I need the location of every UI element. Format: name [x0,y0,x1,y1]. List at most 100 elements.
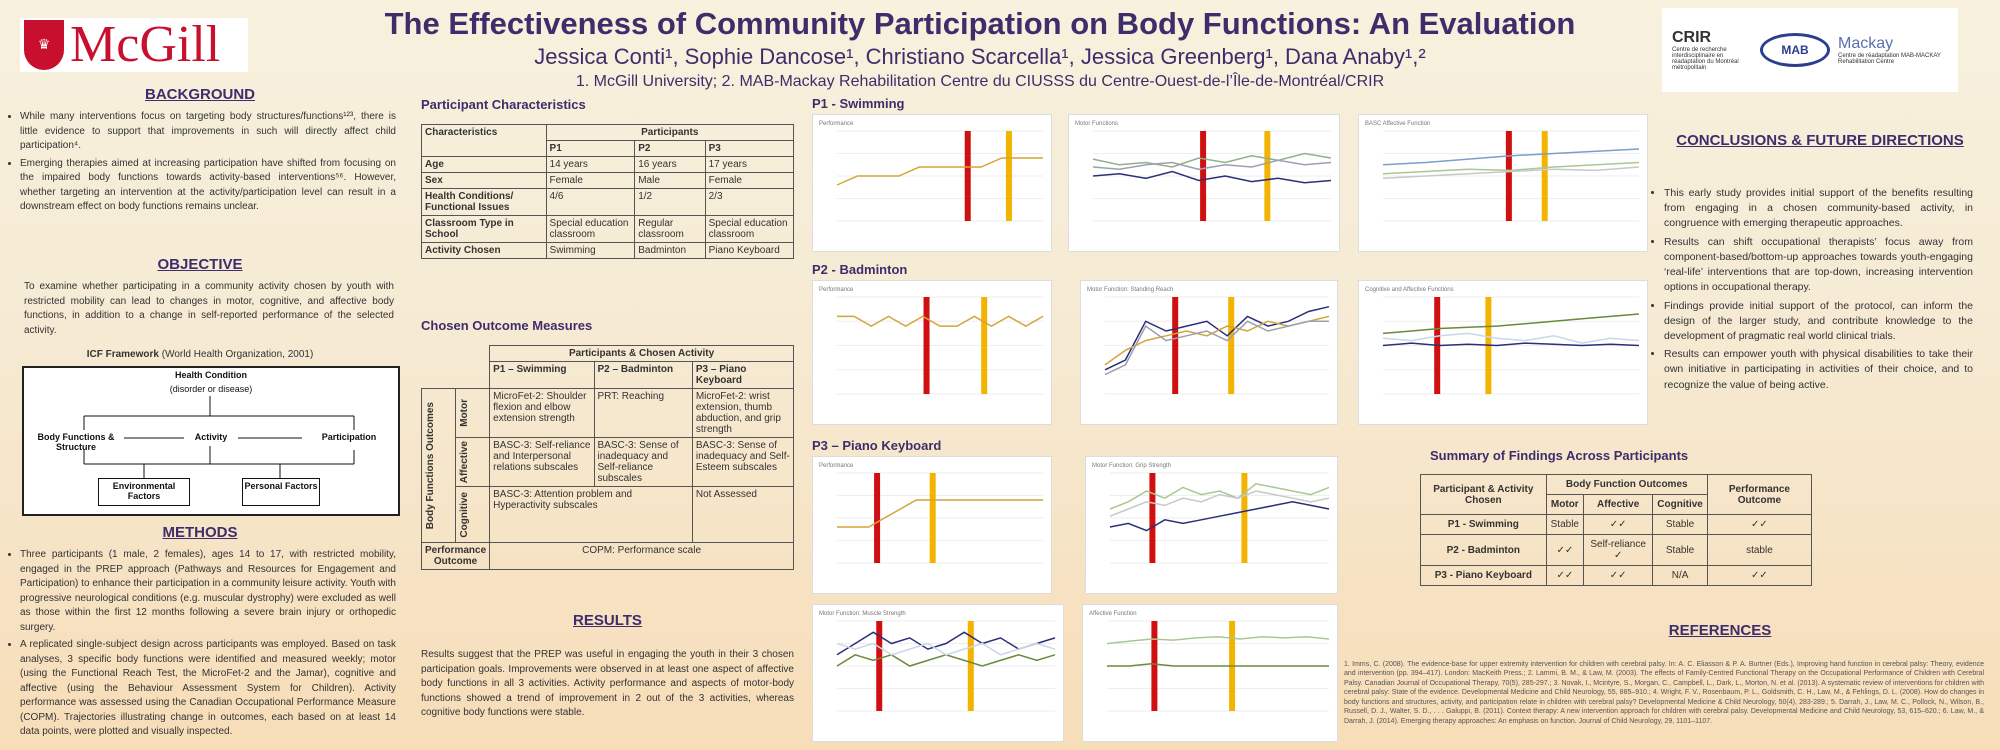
chart-c10: Affective Function [1082,604,1338,742]
table-row: Health Conditions/ Functional Issues 4/6 1… [421,188,795,216]
panel-p3-title: P3 – Piano Keyboard [812,438,942,453]
phase-band [1172,297,1179,394]
chart-c9: Motor Function: Muscle Strength [812,604,1064,742]
chart-c1: Performance [812,114,1052,252]
chart-title: Cognitive and Affective Functions [1365,287,1454,293]
participants-heading: Participant Characteristics [421,97,586,112]
series-line [1109,501,1330,532]
outcomes-heading: Chosen Outcome Measures [421,318,593,333]
table-row: P1 - Swimming Stable ✓✓ Stable ✓✓ [1420,514,1813,535]
references-heading: REFERENCES [1668,622,1772,639]
affiliations: 1. McGill University; 2. MAB-Mackay Reha… [575,73,1385,90]
chart-c8: Motor Function: Grip Strength [1085,456,1338,594]
series-line [1104,305,1330,371]
icf-caption: ICF Framework (World Health Organization… [86,349,314,360]
mab-logo: MAB [1760,33,1830,67]
series-line [836,653,1056,667]
objective-text: To examine whether participating in a co… [24,281,394,336]
background-bullet: Emerging therapies aimed at increasing p… [20,157,396,215]
chart-svg: Cognitive and Affective Functions [1365,287,1640,395]
phase-band [964,131,971,221]
series-line [836,642,1056,656]
methods-list: Three participants (1 male, 2 females), … [4,548,396,743]
participants-table: Characteristics Participants P1 P2 P3 Age 14… [421,124,795,259]
chart-title: Motor Function: Grip Strength [1092,463,1171,469]
table-row: Age 14 years 16 years 17 years [421,156,795,173]
references-text: 1. Imms, C. (2008). The evidence-base fo… [1344,661,1984,725]
conclusions-list: This early study provides initial suppor… [1648,186,1973,396]
panel-p2-title: P2 - Badminton [812,262,908,277]
chart-c4: Performance [812,280,1052,425]
chart-svg: Motor Functions [1075,121,1332,222]
icf-diagram: Health Condition (disorder or disease) B… [22,366,400,516]
background-heading: BACKGROUND [145,86,255,103]
phase-band [1241,473,1248,563]
icf-personal: Personal Factors [242,478,320,506]
phase-band [1200,131,1207,221]
objective-heading: OBJECTIVE [157,256,243,273]
crir-logo: CRIR Centre de recherche interdisciplina… [1672,29,1739,71]
series-line [1106,636,1330,645]
series-line [1104,320,1329,376]
summary-heading: Summary of Findings Across Participants [1430,448,1689,463]
panel-p1-title: P1 - Swimming [812,96,905,111]
phase-band [1005,131,1012,221]
results-text: Results suggest that the PREP was useful… [421,649,794,718]
table-row: Body Functions Outcomes Motor MicroFet-2: … [420,388,795,543]
icf-body: Body Functions & Structure [37,432,115,452]
series-line [1109,482,1330,510]
series-line [837,499,1043,528]
results-heading: RESULTS [573,612,642,629]
series-line [1092,152,1332,168]
phase-band [1228,297,1235,394]
series-line [1382,148,1640,166]
poster-title: The Effectiveness of Community Participa… [384,6,1576,41]
series-line [1092,159,1332,171]
chart-svg: Motor Function: Standing Reach [1087,287,1330,395]
outcomes-table: Participants & Chosen Activity P1 – Swim… [420,345,795,570]
chart-c2: Motor Functions [1068,114,1340,252]
phase-band [967,621,974,711]
icf-activity: Activity [194,432,228,442]
series-line [1382,342,1640,347]
chart-title: Motor Functions [1075,121,1118,127]
chart-c7: Performance [812,456,1052,594]
summary-table: Participant & Activity Chosen Body Functi… [1420,474,1813,586]
logo-text: McGill [70,16,221,73]
phase-band [929,473,936,563]
phase-band [1541,131,1548,221]
mcgill-crest-icon: ♛ [24,20,64,70]
chart-svg: BASC Affective Function [1365,121,1640,222]
chart-svg: Motor Function: Muscle Strength [819,611,1056,712]
partner-logos: CRIR Centre de recherche interdisciplina… [1662,8,1958,92]
conclusion-bullet: This early study provides initial suppor… [1664,186,1973,232]
mackay-logo: Mackay Centre de réadaptation MAB-MACKAY… [1838,35,1941,65]
conclusion-bullet: Results can shift occupational therapist… [1664,235,1973,296]
chart-title: BASC Affective Function [1365,121,1430,127]
phase-band [1264,131,1271,221]
chart-svg: Motor Function: Grip Strength [1092,463,1330,564]
chart-c5: Motor Function: Standing Reach [1080,280,1338,425]
series-line [1092,170,1332,184]
poster-header: The Effectiveness of Community Participa… [330,6,1630,91]
table-row: Activity Chosen Swimming Badminton Piano Ke… [421,242,795,259]
series-line [836,157,1043,186]
chart-svg: Performance [819,463,1043,564]
series-line [1382,332,1640,344]
icf-env: Environmental Factors [98,478,190,506]
chart-svg: Performance [819,121,1043,222]
table-row: P3 - Piano Keyboard ✓✓ ✓✓ N/A ✓✓ [1420,565,1813,586]
conclusion-bullet: Results can empower youth with physical … [1664,347,1973,393]
conclusions-heading: CONCLUSIONS & FUTURE DIRECTIONS [1676,132,1964,149]
conclusion-bullet: Findings provide initial support of the … [1664,299,1973,345]
chart-svg: Affective Function [1089,611,1330,712]
chart-title: Performance [819,463,854,469]
phase-band [876,621,883,711]
table-row: P2 - Badminton ✓✓ Self-reliance ✓ Stable sta… [1420,534,1813,566]
icf-participation: Participation [321,432,377,442]
series-line [1107,663,1329,667]
phase-band [1505,131,1512,221]
series-line [837,315,1044,327]
phase-band [874,473,881,563]
series-line [1109,490,1330,517]
